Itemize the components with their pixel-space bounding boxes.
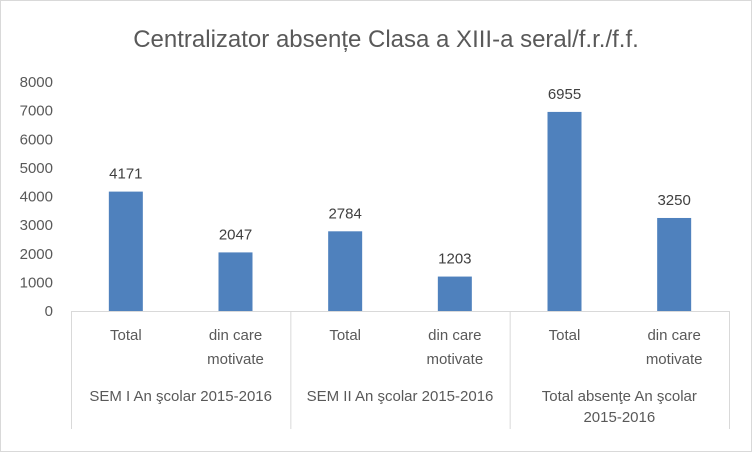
group-label: SEM II An şcolar 2015-2016 <box>307 388 494 405</box>
y-tick-label: 7000 <box>20 103 53 120</box>
bar <box>657 217 692 311</box>
y-axis: 0 1000 2000 3000 4000 5000 6000 7000 8000 <box>20 74 53 320</box>
bar <box>218 252 253 311</box>
category-label: motivate <box>426 351 483 368</box>
bar <box>547 111 582 312</box>
data-label: 3250 <box>657 192 690 209</box>
chart-title: Centralizator absențe Clasa a XIII-a ser… <box>133 26 639 53</box>
data-label: 4171 <box>109 166 142 183</box>
bar <box>437 276 472 311</box>
bar <box>328 231 363 311</box>
category-label: Total <box>110 327 142 344</box>
category-label: motivate <box>207 351 264 368</box>
bars <box>108 111 692 312</box>
data-labels: 4171 2047 2784 1203 6955 3250 <box>109 86 691 268</box>
y-tick-label: 5000 <box>20 160 53 177</box>
group-label: Total absenţe An şcolar <box>542 388 697 405</box>
y-tick-label: 3000 <box>20 217 53 234</box>
bar <box>108 191 143 311</box>
category-label: din care <box>647 327 700 344</box>
data-label: 2784 <box>328 205 361 222</box>
category-label: Total <box>549 327 581 344</box>
x-axis: Total din care motivate Total din care motiva… <box>71 311 730 429</box>
y-tick-label: 0 <box>45 303 53 320</box>
data-label: 6955 <box>548 86 581 103</box>
data-label: 1203 <box>438 251 471 268</box>
group-label: 2015-2016 <box>583 409 655 426</box>
category-label: Total <box>329 327 361 344</box>
data-label: 2047 <box>219 226 252 243</box>
category-label: din care <box>209 327 262 344</box>
y-tick-label: 1000 <box>20 274 53 291</box>
y-tick-label: 2000 <box>20 246 53 263</box>
group-label: SEM I An şcolar 2015-2016 <box>89 388 272 405</box>
category-label: din care <box>428 327 481 344</box>
y-tick-label: 6000 <box>20 131 53 148</box>
y-tick-label: 4000 <box>20 189 53 206</box>
y-tick-label: 8000 <box>20 74 53 91</box>
category-label: motivate <box>646 351 703 368</box>
